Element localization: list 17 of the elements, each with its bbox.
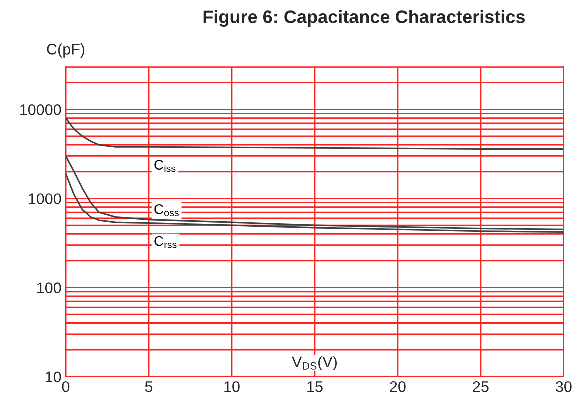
x-tick-label: 30 — [556, 381, 572, 392]
x-tick-label: 25 — [473, 381, 489, 392]
x-tick-label: 20 — [390, 381, 406, 392]
x-tick-label: 5 — [145, 382, 153, 392]
series-label: C$_{rss}$ — [154, 236, 177, 248]
y-tick-label: 10 — [46, 372, 62, 383]
x-tick-label: 15 — [308, 382, 323, 392]
chart-title: Figure 6: Capacitance Characteristics — [204, 10, 526, 28]
x-axis-title: V$_{DS}$(V) — [292, 356, 337, 371]
y-axis-title: C(pF) — [47, 44, 85, 58]
series-label: C$_{oss}$ — [154, 204, 179, 216]
y-tick-label: 1000 — [29, 194, 62, 204]
x-tick-label: 0 — [62, 381, 70, 392]
y-tick-label: 100 — [38, 282, 62, 294]
y-tick-label: 10000 — [20, 104, 62, 116]
series-label: C$_{iss}$ — [154, 160, 176, 172]
x-tick-label: 10 — [224, 381, 240, 392]
